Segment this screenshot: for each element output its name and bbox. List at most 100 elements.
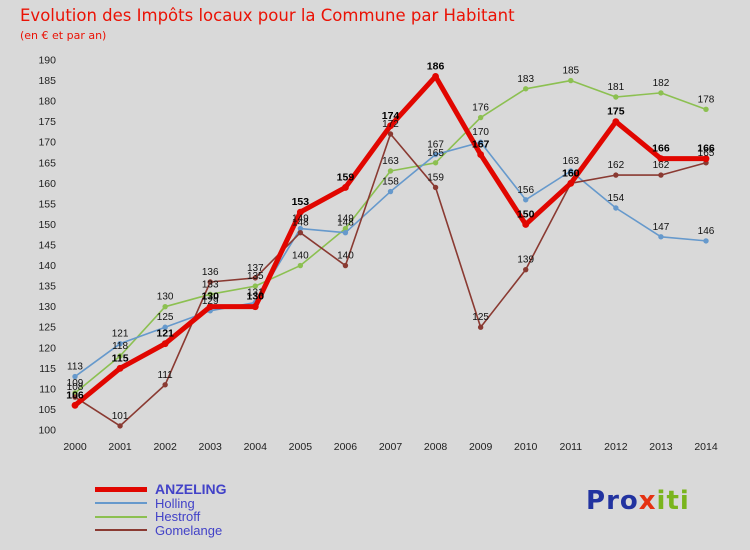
data-point-holling bbox=[342, 229, 349, 236]
data-point-label: 131 bbox=[247, 288, 264, 299]
data-point-anzeling bbox=[657, 155, 665, 163]
x-axis-tick-label: 2007 bbox=[379, 441, 403, 453]
data-point-label: 181 bbox=[608, 82, 625, 93]
legend-label: Hestroff bbox=[155, 509, 201, 525]
data-point-hestroff bbox=[297, 262, 304, 269]
y-axis-tick-label: 135 bbox=[38, 281, 56, 293]
data-point-label: 163 bbox=[382, 156, 399, 167]
y-axis-tick-label: 155 bbox=[38, 198, 56, 210]
data-point-label: 149 bbox=[292, 214, 309, 225]
data-point-anzeling bbox=[567, 179, 575, 187]
data-point-hestroff bbox=[342, 225, 349, 232]
data-point-label: 149 bbox=[337, 214, 354, 225]
legend-label: Holling bbox=[155, 495, 195, 511]
x-axis-tick-label: 2011 bbox=[559, 441, 582, 453]
data-point-holling bbox=[117, 340, 123, 347]
legend-swatch bbox=[95, 529, 147, 532]
y-axis-tick-label: 105 bbox=[38, 404, 56, 416]
data-point-hestroff bbox=[477, 114, 484, 121]
legend-item-gomelange: Gomelange bbox=[95, 524, 227, 538]
data-point-gomelange bbox=[162, 382, 168, 388]
data-point-gomelange bbox=[207, 279, 213, 285]
data-point-hestroff bbox=[72, 390, 78, 396]
y-axis-tick-label: 120 bbox=[38, 342, 56, 354]
data-point-label: 163 bbox=[562, 156, 579, 167]
data-point-label: 174 bbox=[382, 110, 400, 122]
data-point-anzeling bbox=[206, 303, 214, 311]
data-point-label: 153 bbox=[292, 196, 310, 208]
data-point-anzeling bbox=[387, 122, 394, 130]
proxiti-logo-letter: i bbox=[679, 486, 690, 516]
data-point-label: 137 bbox=[247, 263, 264, 274]
y-axis-tick-label: 110 bbox=[39, 383, 56, 395]
data-point-label: 159 bbox=[427, 172, 444, 183]
data-point-label: 182 bbox=[653, 78, 670, 89]
data-point-gomelange bbox=[477, 324, 484, 330]
data-point-anzeling bbox=[612, 118, 620, 126]
data-point-label: 170 bbox=[472, 127, 489, 138]
x-axis-tick-label: 2004 bbox=[244, 441, 268, 453]
proxiti-logo-letter: o bbox=[619, 486, 639, 516]
y-axis-tick-label: 115 bbox=[39, 363, 56, 375]
proxiti-logo-letter: r bbox=[606, 486, 620, 516]
data-point-gomelange bbox=[432, 184, 439, 191]
x-axis-tick-label: 2001 bbox=[108, 441, 132, 453]
data-point-label: 160 bbox=[562, 168, 579, 179]
data-point-label: 136 bbox=[202, 267, 219, 278]
y-axis-tick-label: 180 bbox=[38, 96, 56, 108]
x-axis-tick-label: 2009 bbox=[469, 441, 493, 453]
data-point-label: 101 bbox=[112, 411, 129, 422]
data-point-gomelange bbox=[117, 423, 123, 429]
data-point-label: 172 bbox=[382, 119, 399, 130]
data-point-hestroff bbox=[613, 94, 619, 100]
data-point-label: 129 bbox=[202, 296, 219, 307]
data-point-label: 130 bbox=[157, 292, 174, 303]
data-point-hestroff bbox=[703, 106, 709, 113]
data-point-label: 165 bbox=[698, 148, 715, 159]
data-point-label: 176 bbox=[472, 103, 489, 114]
data-point-hestroff bbox=[207, 291, 213, 298]
y-axis-tick-label: 190 bbox=[38, 55, 56, 67]
data-point-hestroff bbox=[658, 90, 664, 96]
data-point-holling bbox=[613, 205, 619, 211]
x-axis-tick-label: 2013 bbox=[649, 441, 673, 453]
data-point-label: 178 bbox=[698, 94, 715, 105]
data-point-label: 156 bbox=[517, 185, 534, 196]
data-point-anzeling bbox=[477, 151, 485, 158]
data-point-label: 133 bbox=[202, 279, 219, 290]
data-point-anzeling bbox=[342, 184, 349, 191]
legend-label: ANZELING bbox=[155, 481, 227, 498]
x-axis-tick-label: 2010 bbox=[514, 441, 538, 453]
legend-swatch bbox=[95, 487, 147, 493]
data-point-gomelange bbox=[658, 172, 664, 178]
data-point-holling bbox=[432, 151, 439, 158]
data-point-label: 159 bbox=[337, 171, 355, 183]
chart-subtitle: (en € et par an) bbox=[20, 29, 107, 42]
data-point-holling bbox=[703, 238, 709, 244]
data-point-holling bbox=[658, 234, 664, 240]
data-point-label: 140 bbox=[292, 251, 309, 262]
data-point-label: 162 bbox=[653, 160, 670, 171]
y-axis-tick-label: 185 bbox=[38, 75, 56, 87]
x-axis-tick-label: 2003 bbox=[199, 441, 223, 453]
data-point-anzeling bbox=[161, 340, 169, 348]
data-point-hestroff bbox=[432, 160, 439, 166]
data-point-holling bbox=[297, 225, 304, 232]
data-point-hestroff bbox=[252, 283, 258, 289]
data-point-hestroff bbox=[523, 86, 529, 92]
data-point-hestroff bbox=[117, 353, 123, 359]
data-point-gomelange bbox=[523, 266, 529, 273]
legend-item-holling: Holling bbox=[95, 497, 227, 511]
data-point-label: 121 bbox=[112, 329, 129, 340]
data-point-gomelange bbox=[252, 275, 258, 281]
y-axis-tick-label: 130 bbox=[38, 301, 56, 313]
data-point-gomelange bbox=[613, 172, 619, 178]
data-point-anzeling bbox=[71, 401, 79, 409]
data-point-holling bbox=[387, 188, 394, 195]
data-point-label: 167 bbox=[472, 139, 490, 151]
legend-label: Gomelange bbox=[155, 522, 223, 538]
data-point-label: 115 bbox=[112, 352, 129, 364]
data-point-gomelange bbox=[72, 394, 78, 400]
data-point-hestroff bbox=[162, 303, 168, 310]
